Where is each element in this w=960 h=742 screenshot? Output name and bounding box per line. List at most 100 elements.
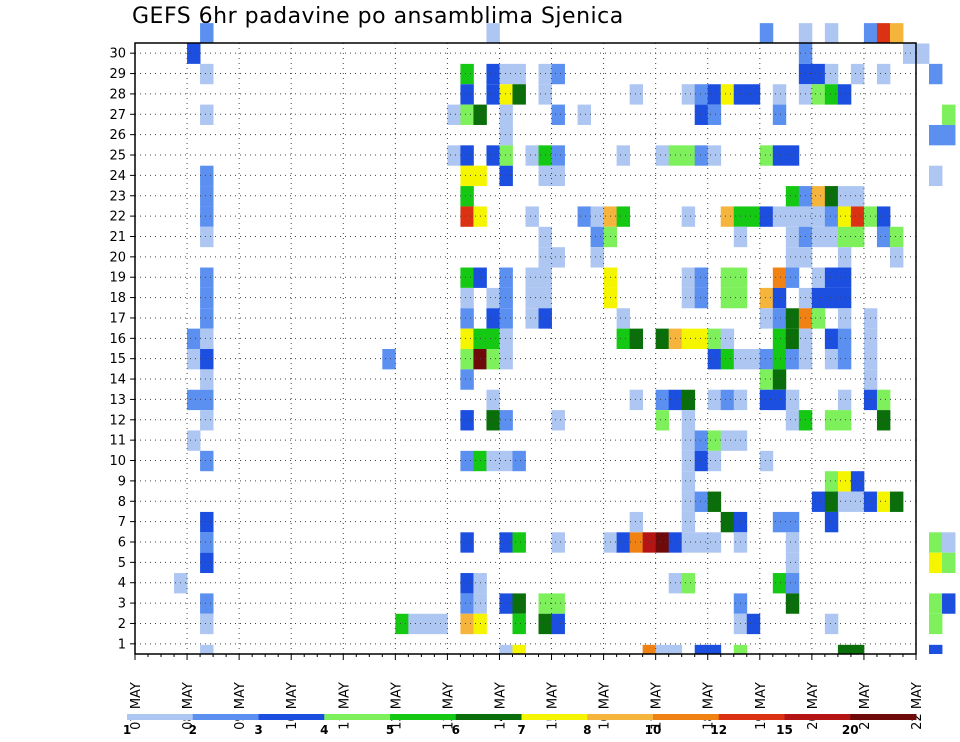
heat-cell bbox=[187, 349, 201, 370]
heat-cell bbox=[499, 349, 513, 370]
x-tick-label: 07 MAY bbox=[129, 682, 144, 730]
heat-cell bbox=[785, 573, 800, 594]
heat-cell bbox=[486, 389, 500, 411]
heat-cell bbox=[499, 267, 513, 288]
heat-cell bbox=[200, 552, 214, 574]
y-tick-label: 24 bbox=[109, 169, 126, 184]
heat-cell bbox=[590, 247, 604, 268]
heat-cell bbox=[694, 267, 709, 288]
heat-cell bbox=[707, 430, 722, 451]
heat-cell bbox=[837, 471, 852, 492]
heat-cell bbox=[642, 644, 657, 654]
legend-swatch bbox=[718, 714, 785, 720]
heat-cell bbox=[616, 328, 631, 349]
y-tick-label: 1 bbox=[118, 637, 126, 652]
heat-cell bbox=[460, 287, 474, 309]
heat-cell bbox=[733, 349, 748, 370]
heat-cell bbox=[929, 552, 943, 574]
heat-cell bbox=[200, 369, 214, 390]
heat-cell bbox=[850, 471, 865, 492]
heat-cell bbox=[942, 104, 956, 125]
heat-cell bbox=[616, 206, 631, 227]
legend-swatch bbox=[192, 714, 259, 720]
y-tick-label: 7 bbox=[118, 515, 126, 530]
heat-cell bbox=[772, 573, 787, 594]
heat-cell bbox=[200, 287, 214, 309]
heat-cell bbox=[200, 308, 214, 329]
heat-cell bbox=[200, 593, 214, 614]
heat-cell bbox=[694, 328, 709, 349]
heat-cell bbox=[486, 84, 500, 105]
heat-cell bbox=[785, 308, 800, 329]
x-tick-label: 15 MAY bbox=[546, 682, 561, 730]
heat-cell bbox=[785, 206, 800, 227]
heat-cell bbox=[447, 104, 461, 125]
heat-cell bbox=[187, 430, 201, 451]
heat-cell bbox=[200, 349, 214, 370]
heat-cell bbox=[512, 532, 526, 553]
heat-cell bbox=[486, 63, 500, 85]
heat-cell bbox=[785, 511, 800, 533]
heat-cell bbox=[655, 145, 670, 166]
heat-cell bbox=[551, 145, 565, 166]
heat-cell bbox=[655, 328, 670, 349]
heat-cell bbox=[902, 43, 917, 64]
heat-cell bbox=[681, 206, 696, 227]
heat-cell bbox=[733, 389, 748, 411]
heat-cell bbox=[837, 389, 852, 411]
y-tick-label: 27 bbox=[109, 108, 126, 123]
heat-cell bbox=[850, 63, 865, 85]
y-tick-label: 22 bbox=[109, 210, 126, 225]
legend-swatch bbox=[587, 714, 654, 720]
heat-cell bbox=[707, 389, 722, 411]
heat-cell bbox=[460, 593, 474, 614]
heat-cell bbox=[668, 644, 683, 654]
heat-cell bbox=[850, 226, 865, 248]
heat-cell bbox=[499, 287, 513, 309]
heat-cell bbox=[681, 287, 696, 309]
heat-cell bbox=[694, 491, 709, 512]
heat-cell bbox=[785, 267, 800, 288]
heat-cell bbox=[929, 532, 943, 553]
heat-cell bbox=[512, 84, 526, 105]
legend-swatch bbox=[324, 714, 391, 720]
heat-cell bbox=[929, 593, 943, 614]
legend-swatch bbox=[455, 714, 522, 720]
heat-cell bbox=[863, 389, 878, 411]
heat-cell bbox=[525, 287, 539, 309]
heat-cell bbox=[889, 23, 904, 44]
heat-cell bbox=[694, 145, 709, 166]
x-tick-label: 22 MAY bbox=[910, 682, 925, 730]
heat-cell bbox=[681, 430, 696, 451]
legend-label: 10 bbox=[645, 723, 662, 737]
heat-cell bbox=[187, 43, 201, 64]
heat-cell bbox=[460, 450, 474, 472]
heat-cell bbox=[720, 287, 735, 309]
heat-cell bbox=[499, 84, 513, 105]
heat-cell bbox=[512, 63, 526, 85]
heat-cell bbox=[824, 613, 839, 635]
heat-cell bbox=[889, 247, 904, 268]
x-tick-label: 09 MAY bbox=[233, 682, 248, 730]
heat-cell bbox=[200, 644, 214, 654]
heat-cell bbox=[707, 532, 722, 553]
legend-swatch bbox=[784, 714, 851, 720]
heat-cell bbox=[499, 124, 513, 146]
x-tick-label: 10 MAY bbox=[285, 682, 300, 730]
heat-cell bbox=[746, 84, 761, 105]
heat-cell bbox=[772, 267, 787, 288]
heat-cell bbox=[942, 532, 956, 553]
y-tick-label: 28 bbox=[109, 87, 126, 102]
y-tick-label: 12 bbox=[109, 413, 126, 428]
heat-cell bbox=[200, 23, 214, 44]
heat-cell bbox=[720, 84, 735, 105]
heat-cell bbox=[200, 613, 214, 635]
y-tick-label: 26 bbox=[109, 128, 126, 143]
heat-cell bbox=[733, 430, 748, 451]
heat-cell bbox=[694, 287, 709, 309]
heat-cell bbox=[655, 410, 670, 431]
heat-cell bbox=[551, 165, 565, 187]
heat-cell bbox=[551, 63, 565, 85]
heat-cell bbox=[837, 287, 852, 309]
heat-cell bbox=[460, 573, 474, 594]
